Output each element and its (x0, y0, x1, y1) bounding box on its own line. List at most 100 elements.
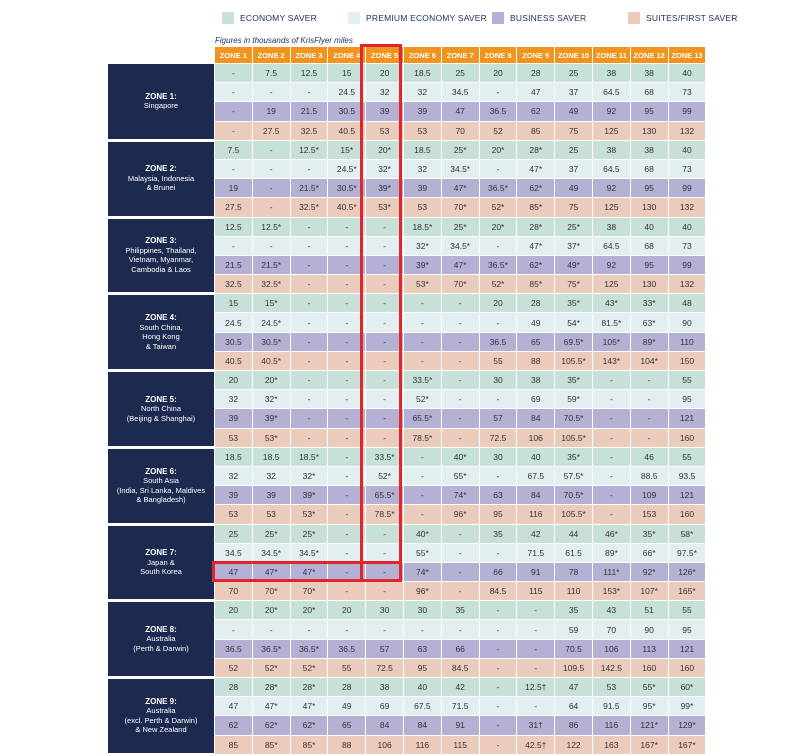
miles-cell: 72.5 (478, 427, 518, 448)
miles-cell: 105.5* (554, 350, 593, 372)
zone-subtitle: Vietnam, Myanmar, (128, 255, 194, 265)
miles-cell: 116 (591, 715, 631, 736)
zone-label: ZONE 4: South China, Hong Kong & Taiwan (107, 293, 215, 372)
miles-cell: 60* (667, 676, 707, 698)
header-corner (107, 46, 215, 64)
miles-cell: 40.5* (251, 350, 291, 372)
miles-cell: 43 (591, 600, 631, 621)
miles-cell: 32 (214, 465, 253, 487)
miles-cell: - (289, 235, 329, 256)
miles-cell: 68 (629, 235, 669, 256)
miles-cell: 35* (554, 369, 593, 391)
miles-cell: - (365, 427, 404, 448)
miles-cell: 33.5* (402, 369, 442, 391)
legend-item: PREMIUM ECONOMY SAVER (348, 10, 487, 26)
miles-cell: - (591, 504, 631, 525)
miles-cell: - (214, 158, 253, 180)
miles-cell: 39 (214, 485, 253, 506)
miles-cell: 105* (591, 331, 631, 352)
miles-cell: 52* (478, 197, 518, 218)
miles-cell: 15 (214, 293, 253, 314)
miles-cell: 130 (629, 120, 669, 141)
miles-cell: 47* (516, 235, 556, 256)
miles-cell: 34.5* (440, 235, 480, 256)
zone-title: ZONE 7: (145, 548, 177, 558)
miles-cell: 28* (516, 216, 556, 237)
miles-cell: 34.5 (440, 82, 480, 103)
miles-cell: - (478, 235, 518, 256)
miles-cell: - (478, 638, 518, 659)
miles-cell: 84 (516, 485, 556, 506)
miles-cell: - (365, 312, 404, 333)
table-row: ZONE 8: Australia (Perth & Darwin) 20 20* 20*… (107, 600, 707, 679)
miles-cell: - (478, 312, 518, 333)
miles-cell: 53* (289, 504, 329, 525)
miles-cell: - (440, 369, 480, 391)
miles-cell: 65 (327, 715, 367, 736)
miles-cell: - (365, 331, 404, 352)
miles-cell: - (289, 619, 329, 640)
zone-label: ZONE 6: South Asia (India, Sri Lanka, Mald… (107, 446, 215, 526)
zone-label: ZONE 8: Australia (Perth & Darwin) (107, 600, 215, 679)
miles-cell: - (365, 274, 404, 295)
miles-cell: - (214, 619, 253, 640)
miles-cell: 39 (402, 178, 442, 199)
miles-cell: - (289, 331, 329, 352)
table-row: 32.5 32.5* - - -53* 70* 52* 85* 75* 125 130 132 (108, 274, 707, 295)
miles-cell: 67.5 (516, 465, 556, 487)
miles-cell: - (516, 638, 556, 659)
miles-cell: 70.5* (554, 485, 593, 506)
miles-cell: - (516, 600, 556, 621)
miles-cell: - (440, 293, 480, 314)
miles-cell: 20* (251, 600, 291, 621)
miles-cell: - (591, 446, 631, 467)
miles-cell: 35* (554, 446, 593, 467)
table-row: 34.5 34.5* 34.5* - -55* - -71.5 61.5 89* 66* 97.5* (108, 542, 707, 563)
miles-cell: 160 (667, 657, 707, 679)
miles-cell: - (365, 523, 404, 544)
column-header: ZONE 5 (365, 46, 404, 64)
miles-cell: 167* (629, 734, 669, 755)
miles-cell: 92 (591, 254, 631, 276)
miles-cell: 34.5* (440, 158, 480, 180)
column-header: ZONE 10 (554, 46, 593, 64)
miles-cell: - (251, 82, 291, 103)
miles-cell: - (516, 619, 556, 640)
miles-cell: 92* (629, 561, 669, 583)
miles-cell: 92 (591, 101, 631, 122)
miles-cell: 126* (667, 561, 707, 583)
miles-cell: - (440, 427, 480, 448)
miles-cell: - (591, 427, 631, 448)
table-row: ZONE 1: Singapore -7.5 12.5 15 20 18.5 25 20 28 25… (107, 62, 707, 142)
miles-cell: 62* (516, 178, 556, 199)
miles-cell: - (327, 350, 367, 372)
column-header: ZONE 9 (516, 46, 556, 64)
miles-cell: 84.5 (440, 657, 480, 679)
miles-cell: 25* (440, 216, 480, 237)
miles-cell: - (365, 619, 404, 640)
miles-cell: 39* (251, 408, 291, 429)
miles-cell: 93.5 (667, 465, 707, 487)
legend-swatch (492, 12, 504, 24)
miles-cell: - (289, 427, 329, 448)
zone-label: ZONE 1: Singapore (107, 63, 215, 142)
miles-cell: - (478, 600, 518, 621)
miles-cell: 12.5* (251, 216, 291, 237)
zone-title: ZONE 1: (145, 91, 177, 101)
miles-cell: 99 (667, 178, 707, 199)
miles-cell: 59* (554, 389, 593, 410)
miles-cell: 47* (440, 178, 480, 199)
miles-cell: 95* (629, 696, 669, 717)
miles-cell: 95 (629, 254, 669, 276)
miles-cell: 25* (554, 216, 593, 237)
miles-cell: 35* (554, 293, 593, 314)
miles-cell: 97.5* (667, 542, 707, 563)
miles-cell: 40* (440, 446, 480, 467)
table-row: ZONE 3: Philippines, Thailand, Vietnam, My… (107, 216, 707, 296)
miles-cell: - (251, 158, 291, 180)
miles-cell: - (327, 427, 367, 448)
miles-cell: 39* (365, 178, 404, 199)
miles-cell: - (402, 293, 442, 314)
miles-cell: 55 (667, 446, 707, 467)
miles-cell: 53 (214, 504, 253, 525)
